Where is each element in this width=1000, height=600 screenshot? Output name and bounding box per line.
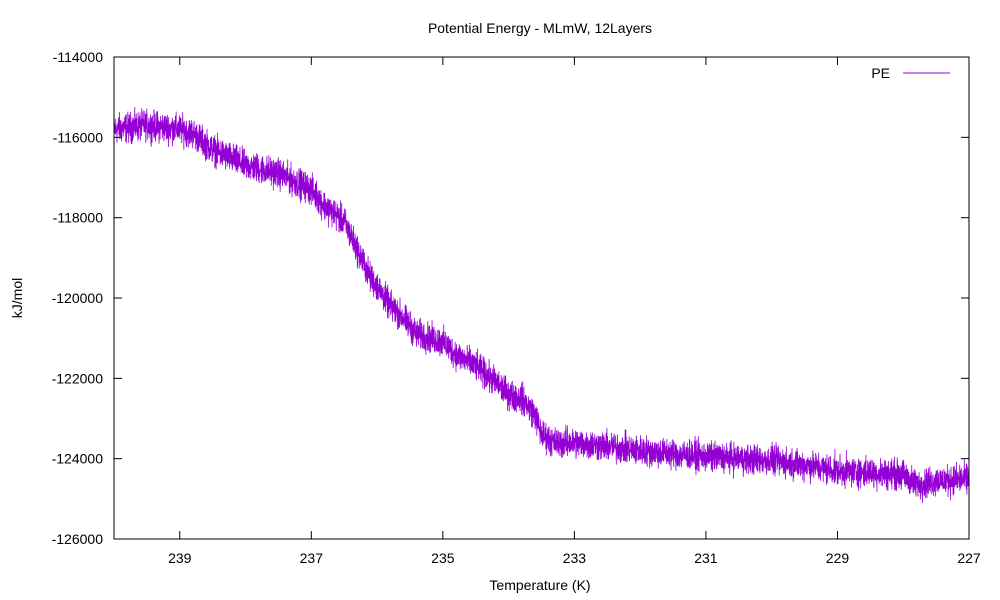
y-axis-label: kJ/mol — [9, 278, 25, 318]
y-tick-label: -124000 — [52, 451, 104, 467]
x-tick-label: 229 — [826, 550, 850, 566]
x-tick-label: 239 — [168, 550, 192, 566]
plot-frame — [113, 56, 970, 540]
x-tick-label: 231 — [694, 550, 718, 566]
x-axis: 239 237 235 233 231 229 227 — [168, 57, 981, 566]
x-tick-label: 233 — [563, 550, 587, 566]
y-axis: -114000 -116000 -118000 -120000 -122000 -1240… — [52, 49, 969, 547]
legend-label-pe: PE — [871, 65, 890, 81]
chart-title: Potential Energy - MLmW, 12Layers — [428, 20, 652, 36]
y-tick-label: -120000 — [52, 290, 104, 306]
legend: PE — [871, 65, 950, 81]
y-tick-label: -118000 — [53, 210, 104, 226]
x-tick-label: 227 — [957, 550, 981, 566]
x-tick-label: 235 — [431, 550, 455, 566]
plot-area — [114, 106, 969, 503]
series-line-pe — [114, 106, 969, 503]
x-axis-label: Temperature (K) — [489, 577, 590, 593]
x-tick-label: 237 — [300, 550, 324, 566]
y-tick-label: -122000 — [52, 370, 104, 386]
y-tick-label: -126000 — [52, 531, 104, 547]
y-tick-label: -116000 — [53, 129, 104, 145]
y-tick-label: -114000 — [53, 49, 104, 65]
